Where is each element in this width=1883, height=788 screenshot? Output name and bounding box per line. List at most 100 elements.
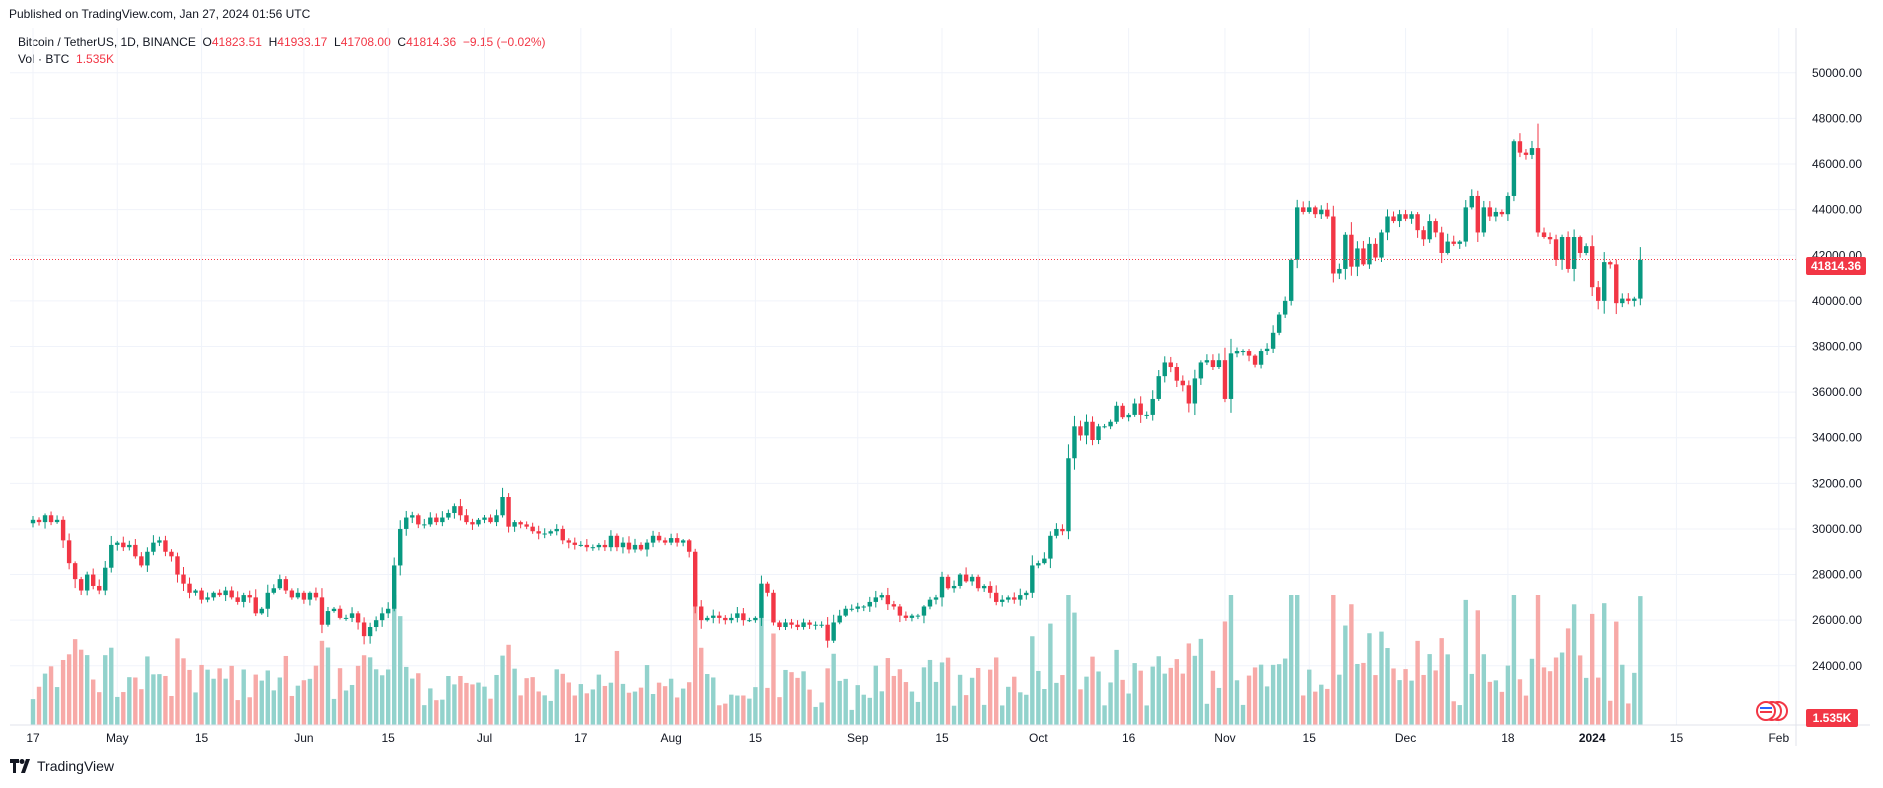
candle-body [66, 540, 72, 564]
candle-body [1192, 378, 1198, 404]
candle-body [994, 592, 999, 602]
candle-body [361, 622, 367, 637]
volume-bar [951, 705, 957, 725]
volume-bar [349, 684, 355, 725]
symbol-name[interactable]: Bitcoin / TetherUS, 1D, BINANCE [18, 35, 196, 49]
volume-bar [1186, 643, 1192, 725]
volume-bar [211, 678, 216, 725]
volume-bar [915, 701, 921, 725]
candle-body [1288, 259, 1294, 301]
volume-bar [1307, 669, 1312, 725]
volume-bar [771, 633, 776, 725]
volume-bar [379, 675, 385, 725]
volume-bar [741, 695, 746, 725]
candle-body [747, 620, 752, 622]
candle-body [831, 622, 836, 641]
candle-body [1439, 232, 1444, 253]
candle-body [741, 613, 746, 621]
volume-bar [265, 670, 270, 725]
volume-bar [963, 695, 969, 725]
volume-bar [1030, 636, 1035, 725]
volume-bar [1457, 705, 1462, 725]
volume-bar [879, 691, 885, 725]
events-icon[interactable] [1756, 701, 1788, 721]
candle-body [1228, 353, 1234, 399]
volume-bar [398, 616, 403, 725]
volume-bar [271, 690, 276, 725]
volume-bar [325, 647, 331, 725]
volume-bar [891, 675, 897, 725]
volume-bar [656, 682, 662, 725]
volume-bar [566, 682, 571, 725]
volume-bar [1090, 656, 1095, 725]
candle-body [632, 544, 638, 550]
volume-bar [343, 690, 349, 725]
candle-body [1620, 298, 1625, 304]
volume-bar [927, 659, 933, 725]
chart-grid [10, 28, 1796, 725]
volume-bar [632, 691, 638, 725]
volume-bar [789, 672, 794, 725]
candle-body [951, 585, 957, 589]
volume-bar [72, 639, 78, 725]
candle-body [1469, 195, 1474, 208]
volume-bar [680, 688, 686, 725]
y-tick-label: 38000.00 [1812, 339, 1862, 353]
volume-bar [1379, 631, 1384, 725]
volume-bar [139, 689, 144, 725]
volume-bar [1415, 640, 1420, 725]
candle-body [1000, 599, 1005, 602]
volume-bar [1529, 658, 1535, 725]
candle-body [987, 585, 993, 593]
volume-bar [1349, 604, 1354, 725]
candle-body [1054, 528, 1059, 536]
tradingview-logo[interactable]: TradingView [10, 758, 114, 774]
candle-body [1108, 421, 1113, 427]
volume-bar [60, 659, 66, 725]
volume-bar [994, 657, 999, 725]
candle-body [1162, 362, 1167, 377]
candle-body [1102, 426, 1107, 428]
candle-body [1421, 230, 1426, 240]
candle-body [367, 627, 373, 637]
volume-bar [1626, 703, 1631, 725]
volume-bar [181, 658, 186, 725]
x-tick-label: 15 [195, 731, 209, 745]
candle-body [536, 531, 541, 534]
candle-body [693, 551, 698, 607]
volume-bar [1602, 603, 1607, 725]
candle-body [60, 519, 66, 541]
candle-body [1559, 237, 1565, 260]
volume-bar [1108, 682, 1113, 725]
candle-body [548, 531, 553, 534]
candle-body [1036, 563, 1041, 566]
volume-bar [1042, 689, 1047, 725]
candle-body [1012, 597, 1017, 600]
volume-bar [506, 644, 511, 725]
volume-bar [151, 674, 156, 725]
volume-bar [488, 698, 493, 725]
volume-bar [133, 677, 138, 725]
candle-body [1409, 214, 1414, 219]
candle-body [1024, 592, 1029, 596]
volume-bar [602, 685, 608, 725]
candle-body [313, 592, 319, 598]
volume-bar [650, 694, 656, 725]
volume-bar [903, 682, 909, 725]
candle-body [115, 542, 120, 545]
volume-bar [849, 709, 854, 725]
volume-bar [446, 676, 451, 725]
candle-body [1493, 211, 1499, 217]
volume-bar [668, 678, 674, 725]
candle-body [777, 622, 782, 628]
candle-body [217, 592, 222, 596]
candle-body [373, 620, 379, 628]
volume-label[interactable]: Vol · BTC [18, 52, 70, 66]
volume-bar [157, 674, 162, 725]
volume-bar [1541, 667, 1547, 725]
volume-bar [145, 656, 150, 725]
candle-body [795, 624, 800, 628]
candle-body [650, 535, 656, 543]
candle-body [530, 526, 535, 532]
